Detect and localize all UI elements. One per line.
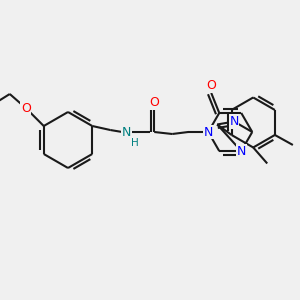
Text: O: O	[21, 101, 31, 115]
Text: O: O	[206, 80, 216, 92]
Text: H: H	[131, 138, 139, 148]
Text: N: N	[237, 145, 246, 158]
Text: N: N	[122, 125, 131, 139]
Text: N: N	[230, 115, 239, 128]
Text: N: N	[204, 125, 213, 139]
Text: O: O	[149, 97, 159, 110]
